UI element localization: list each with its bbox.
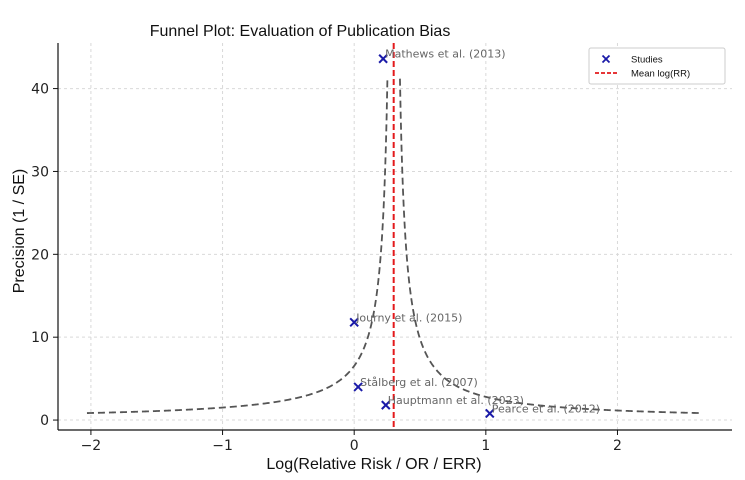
funnel-left-curve (86, 78, 389, 414)
x-tick-label: 2 (613, 438, 622, 454)
legend-label: Studies (631, 55, 663, 66)
study-point (353, 382, 363, 392)
point-marker-stroke (349, 317, 359, 327)
study-point (349, 317, 359, 327)
study-label: Journy et al. (2015) (355, 311, 462, 324)
chart-title: Funnel Plot: Evaluation of Publication B… (150, 23, 451, 40)
grid (58, 43, 732, 430)
legend-box (588, 47, 726, 85)
funnel-lines (86, 78, 701, 414)
x-tick-label: −2 (81, 438, 102, 454)
study-label: Pearce et al. (2012) (492, 402, 600, 415)
study-point (381, 400, 391, 410)
study-point (485, 408, 495, 419)
y-tick-label: 0 (40, 413, 49, 429)
y-axis-label: Precision (1 / SE) (11, 169, 28, 293)
y-tick-label: 20 (31, 247, 49, 263)
funnel-right-curve (399, 78, 701, 414)
study-label: Stålberg et al. (2007) (360, 376, 478, 389)
x-tick-label: 0 (350, 438, 359, 454)
x-tick-label: −1 (212, 438, 233, 454)
y-tick-label: 40 (31, 82, 49, 98)
point-marker-stroke (353, 382, 363, 392)
legend-label: Mean log(RR) (631, 69, 690, 80)
axes (57, 43, 732, 431)
x-tick-label: 1 (481, 438, 490, 454)
legend: Studies Mean log(RR) (588, 47, 726, 85)
x-axis-label: Log(Relative Risk / OR / ERR) (266, 456, 481, 473)
study-label: Hauptmann et al. (2023) (388, 394, 524, 407)
point-marker-stroke (381, 400, 391, 410)
y-tick-label: 30 (31, 164, 49, 180)
study-label: Mathews et al. (2013) (385, 48, 505, 61)
study-points: Mathews et al. (2013) Journy et al. (2015… (349, 48, 600, 419)
study-point (378, 54, 388, 64)
y-tick-label: 10 (31, 330, 49, 346)
legend-studies-marker (601, 54, 611, 64)
point-marker-stroke (485, 408, 495, 419)
point-marker-stroke (378, 54, 388, 64)
